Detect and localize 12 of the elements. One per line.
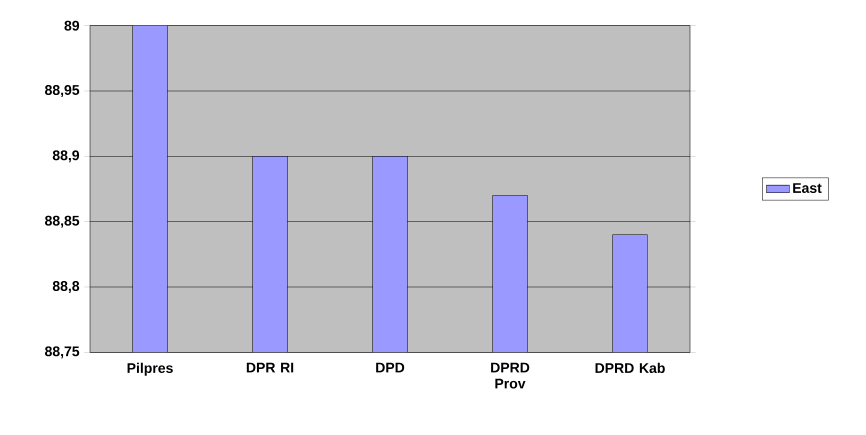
y-tick-label: 88,9 <box>52 150 80 162</box>
y-tick-label: 88,85 <box>45 216 80 228</box>
legend-label: East <box>793 183 822 193</box>
x-tick-label: Pilpres <box>128 362 173 376</box>
x-tick-label: DPRD Prov <box>491 362 530 389</box>
x-tick-label: DPRD Kab <box>596 362 665 374</box>
y-tick-label: 88,8 <box>52 281 80 293</box>
x-tick-label: DPD <box>376 362 404 372</box>
y-tick-label: 88,75 <box>45 346 80 358</box>
y-tick-label: 88,95 <box>45 85 80 97</box>
y-tick-label: 89 <box>64 20 80 31</box>
x-tick-label: DPR RI <box>246 362 294 372</box>
